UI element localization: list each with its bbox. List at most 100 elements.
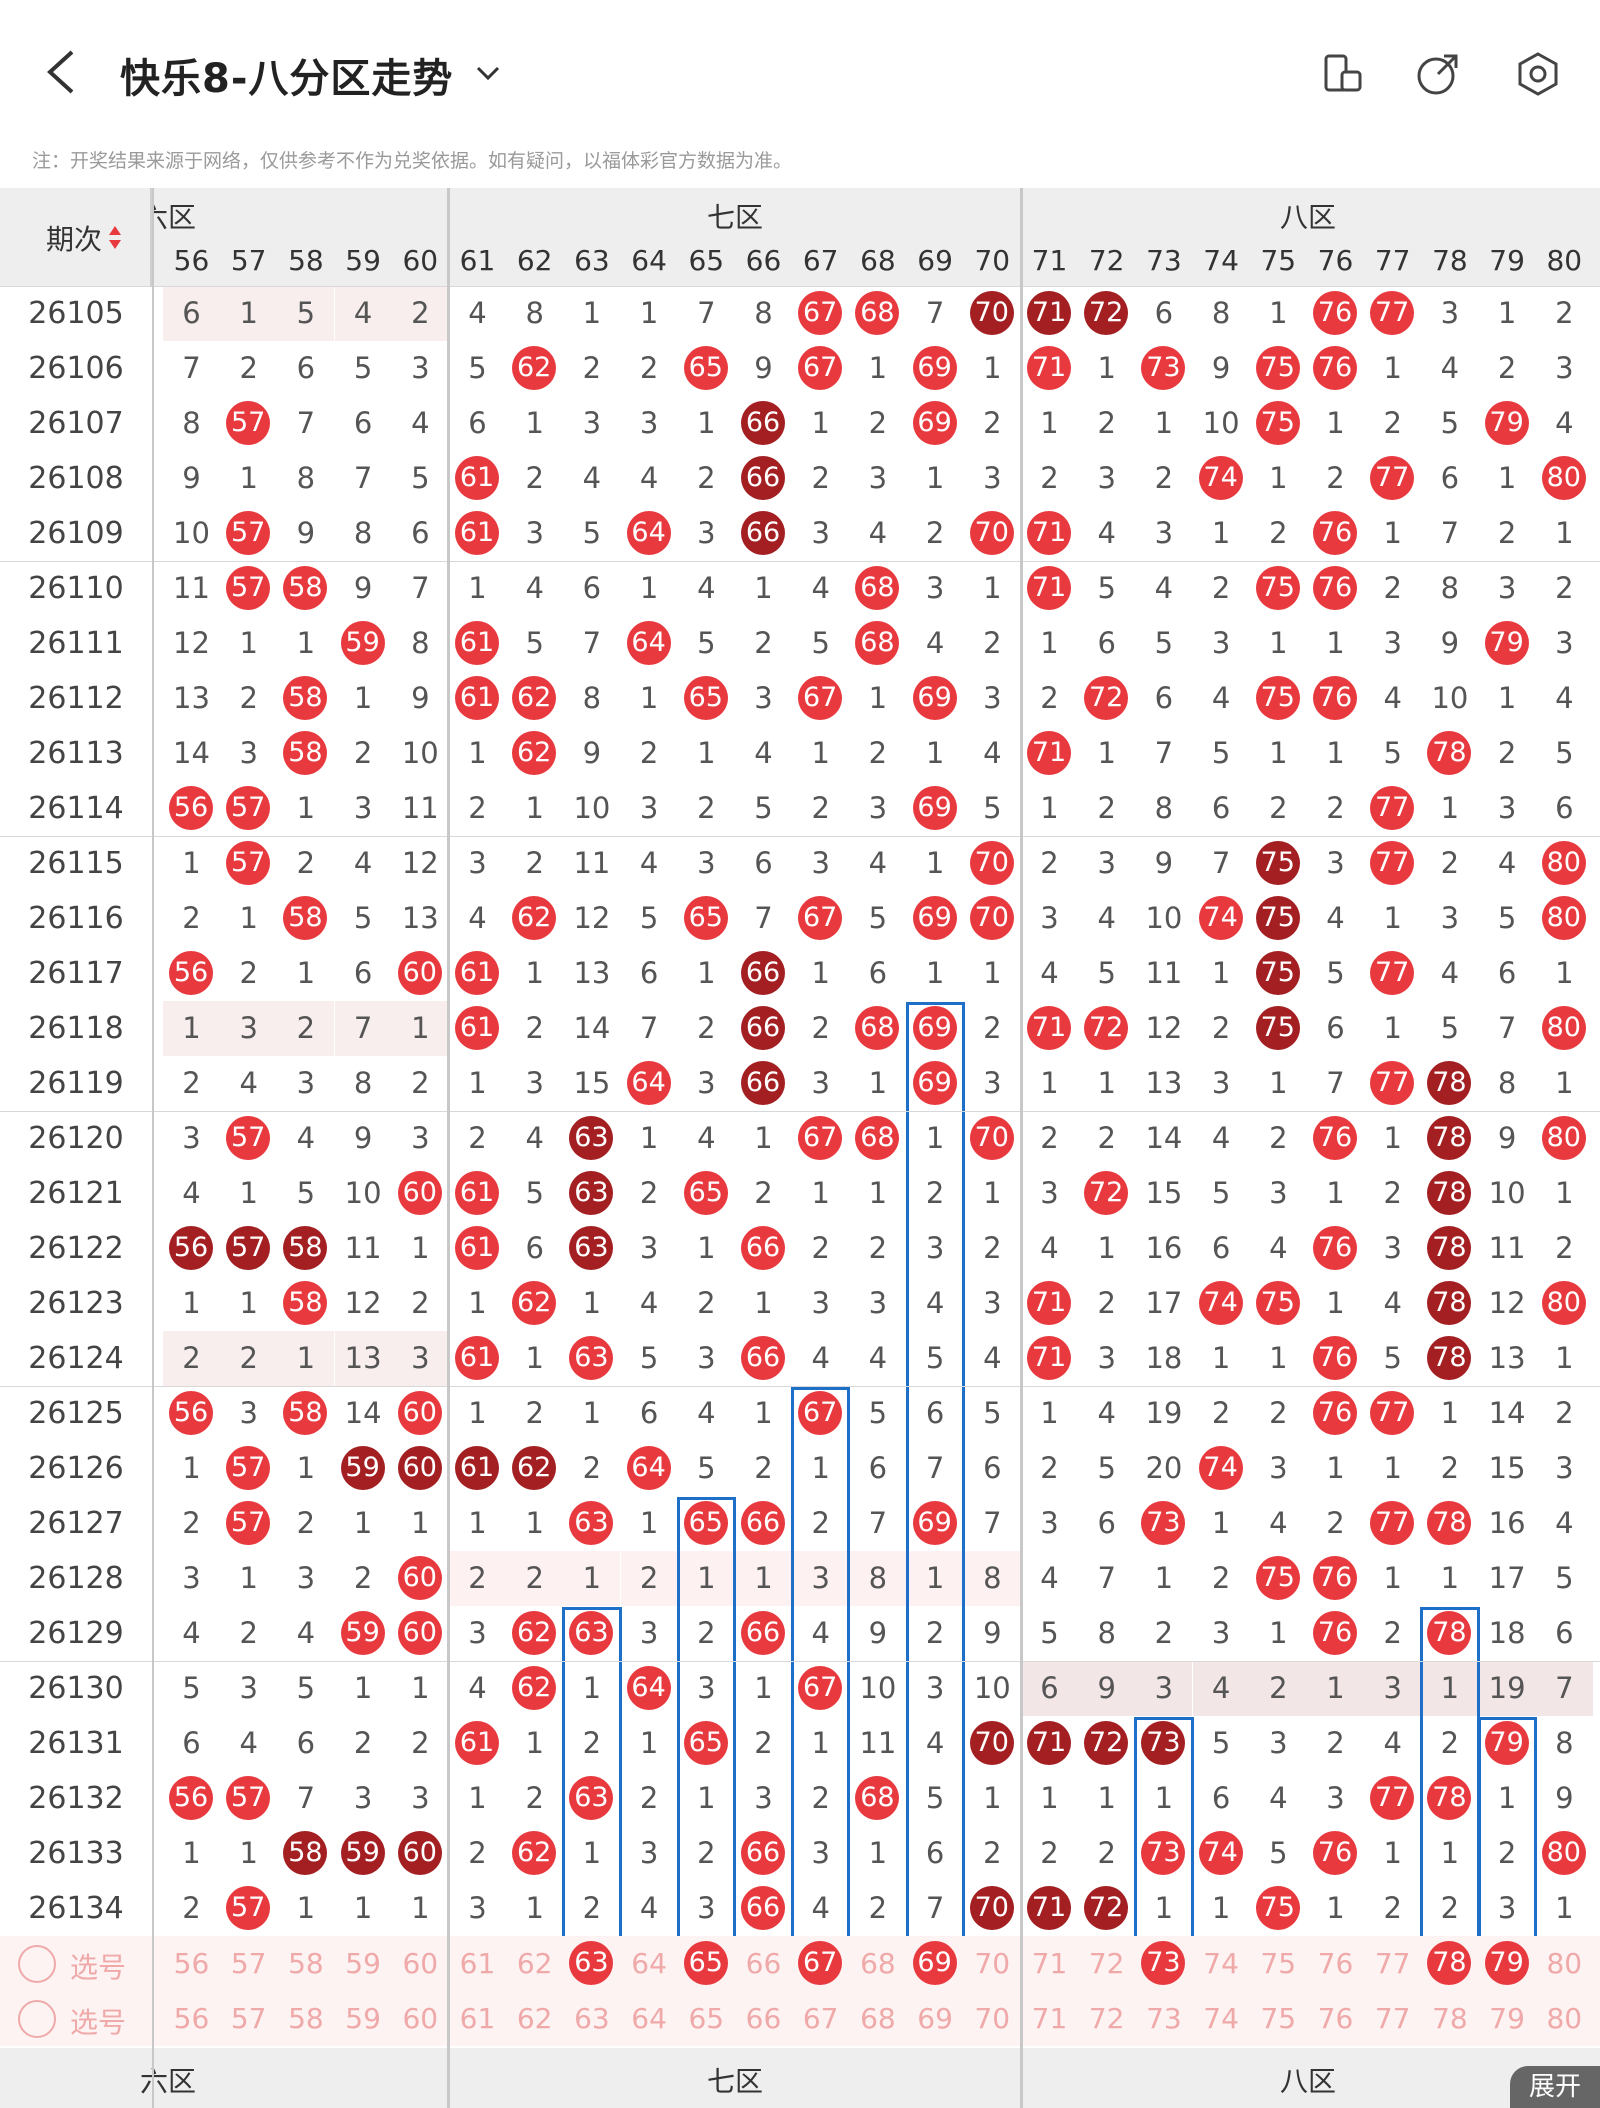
drawn-ball: 72	[1078, 1881, 1135, 1936]
select-number[interactable]: 59	[345, 2002, 381, 2035]
select-number[interactable]: 76	[1317, 1947, 1354, 1980]
drawn-ball: 56	[163, 781, 220, 836]
select-number[interactable]: 68	[860, 2002, 896, 2035]
ball-62: 62	[512, 731, 557, 775]
select-number[interactable]: 69	[917, 2002, 953, 2035]
omission-count: 4	[697, 1396, 716, 1430]
omission-count: 1	[1040, 406, 1059, 440]
ball-67[interactable]: 67	[798, 1941, 843, 1985]
ball-63[interactable]: 63	[569, 1941, 614, 1985]
picked-number[interactable]: 69	[907, 1936, 964, 1991]
ball-65[interactable]: 65	[683, 1941, 728, 1985]
select-row[interactable]: 选号 56 57 58 59 60 61 62 63 64 65 66 67 68 69 70 71 72 73 74…	[0, 1936, 1600, 1991]
omission-count: 18	[1145, 1341, 1183, 1375]
drawn-ball: 71	[1021, 1716, 1078, 1771]
omission-count: 6	[868, 956, 888, 990]
select-number[interactable]: 66	[745, 2002, 782, 2035]
expand-button[interactable]: 展开	[1510, 2066, 1600, 2108]
picked-number[interactable]: 67	[792, 1936, 849, 1991]
select-number[interactable]: 79	[1489, 2002, 1525, 2035]
select-number[interactable]: 71	[1031, 2002, 1068, 2035]
select-number[interactable]: 80	[1546, 1947, 1583, 1980]
select-number[interactable]: 62	[516, 2002, 553, 2035]
select-number[interactable]: 75	[1260, 2002, 1297, 2035]
table-row: 26119	[0, 1056, 1600, 1111]
select-number[interactable]: 77	[1374, 2002, 1411, 2035]
drawn-ball: 75	[1250, 671, 1307, 726]
ball-61: 61	[455, 951, 499, 995]
ball-69[interactable]: 69	[912, 1941, 957, 1985]
select-radio[interactable]	[18, 1945, 56, 1983]
select-number[interactable]: 67	[802, 2002, 839, 2035]
issue-column-header[interactable]: 期次	[0, 188, 152, 286]
sort-icon[interactable]	[108, 224, 122, 252]
select-number[interactable]: 71	[1031, 1947, 1068, 1980]
share-icon[interactable]	[1414, 50, 1462, 98]
trend-grid[interactable]: 六区 七区 八区 56 57 58 59 60 61 62 63 64 65 66 67 68 69 70 7…	[152, 188, 1600, 2108]
select-number[interactable]: 74	[1203, 2002, 1239, 2035]
picked-number[interactable]: 63	[563, 1936, 620, 1991]
select-number[interactable]: 60	[402, 2002, 439, 2035]
select-number[interactable]: 61	[459, 2002, 496, 2035]
select-number[interactable]: 75	[1260, 1947, 1297, 1980]
select-number[interactable]: 78	[1432, 2002, 1468, 2035]
select-number[interactable]: 63	[574, 2002, 610, 2035]
select-number[interactable]: 80	[1546, 2002, 1583, 2035]
drawn-ball: 70	[964, 506, 1021, 561]
omission-count: 1	[353, 681, 373, 715]
ball-61: 61	[455, 1171, 499, 1215]
select-number[interactable]: 58	[288, 2002, 324, 2035]
omission-count: 1	[925, 956, 945, 990]
page-title[interactable]: 快乐8-八分区走势	[120, 56, 454, 102]
table-row: 26114	[0, 781, 1600, 836]
device-rotate-icon[interactable]	[1318, 50, 1366, 98]
drawn-ball: 69	[907, 1001, 964, 1056]
ball-79[interactable]: 79	[1484, 1941, 1529, 1985]
omission-count: 5	[182, 1671, 201, 1705]
back-arrow-icon[interactable]	[40, 48, 84, 96]
picked-number[interactable]: 73	[1135, 1936, 1192, 1991]
settings-icon[interactable]	[1514, 50, 1562, 98]
select-number[interactable]: 64	[631, 2002, 667, 2035]
omission-count: 7	[1097, 1561, 1116, 1595]
ball-73[interactable]: 73	[1141, 1941, 1186, 1985]
select-row[interactable]: 选号 56 57 58 59 60 61 62 63 64 65 66 67 68 69 70 71 72 73 74…	[0, 1991, 1600, 2046]
select-number[interactable]: 68	[860, 1947, 896, 1980]
omission-count: 2	[811, 1231, 830, 1265]
select-number[interactable]: 61	[459, 1947, 496, 1980]
omission-count: 3	[239, 1396, 258, 1430]
omission-count: 2	[1497, 516, 1517, 550]
ball-72: 72	[1084, 676, 1129, 720]
omission-count: 1	[1097, 1781, 1116, 1815]
select-number[interactable]: 70	[974, 1947, 1011, 1980]
select-number[interactable]: 57	[230, 1947, 267, 1980]
ball-78[interactable]: 78	[1427, 1941, 1472, 1985]
chevron-down-icon[interactable]	[472, 58, 504, 90]
select-radio[interactable]	[18, 2000, 56, 2038]
select-number[interactable]: 70	[974, 2002, 1011, 2035]
select-number[interactable]: 66	[745, 1947, 782, 1980]
select-number[interactable]: 72	[1088, 2002, 1125, 2035]
select-number[interactable]: 65	[688, 2002, 725, 2035]
select-number[interactable]: 60	[402, 1947, 439, 1980]
select-number[interactable]: 72	[1088, 1947, 1125, 1980]
picked-number[interactable]: 65	[678, 1936, 735, 1991]
select-number[interactable]: 56	[173, 2002, 210, 2035]
drawn-ball: 70	[964, 836, 1021, 891]
select-number[interactable]: 58	[288, 1947, 324, 1980]
select-number[interactable]: 73	[1146, 2002, 1182, 2035]
select-number[interactable]: 77	[1374, 1947, 1411, 1980]
select-number[interactable]: 64	[631, 1947, 667, 1980]
select-number[interactable]: 74	[1203, 1947, 1239, 1980]
omission-count: 8	[1154, 791, 1174, 825]
select-number[interactable]: 56	[173, 1947, 210, 1980]
omission-count: 3	[1211, 626, 1231, 660]
drawn-ball: 62	[506, 1276, 563, 1331]
omission-count: 1	[525, 1341, 544, 1375]
select-number[interactable]: 76	[1317, 2002, 1354, 2035]
select-number[interactable]: 57	[230, 2002, 267, 2035]
picked-number[interactable]: 78	[1421, 1936, 1478, 1991]
select-number[interactable]: 59	[345, 1947, 381, 1980]
select-number[interactable]: 62	[516, 1947, 553, 1980]
picked-number[interactable]: 79	[1479, 1936, 1536, 1991]
